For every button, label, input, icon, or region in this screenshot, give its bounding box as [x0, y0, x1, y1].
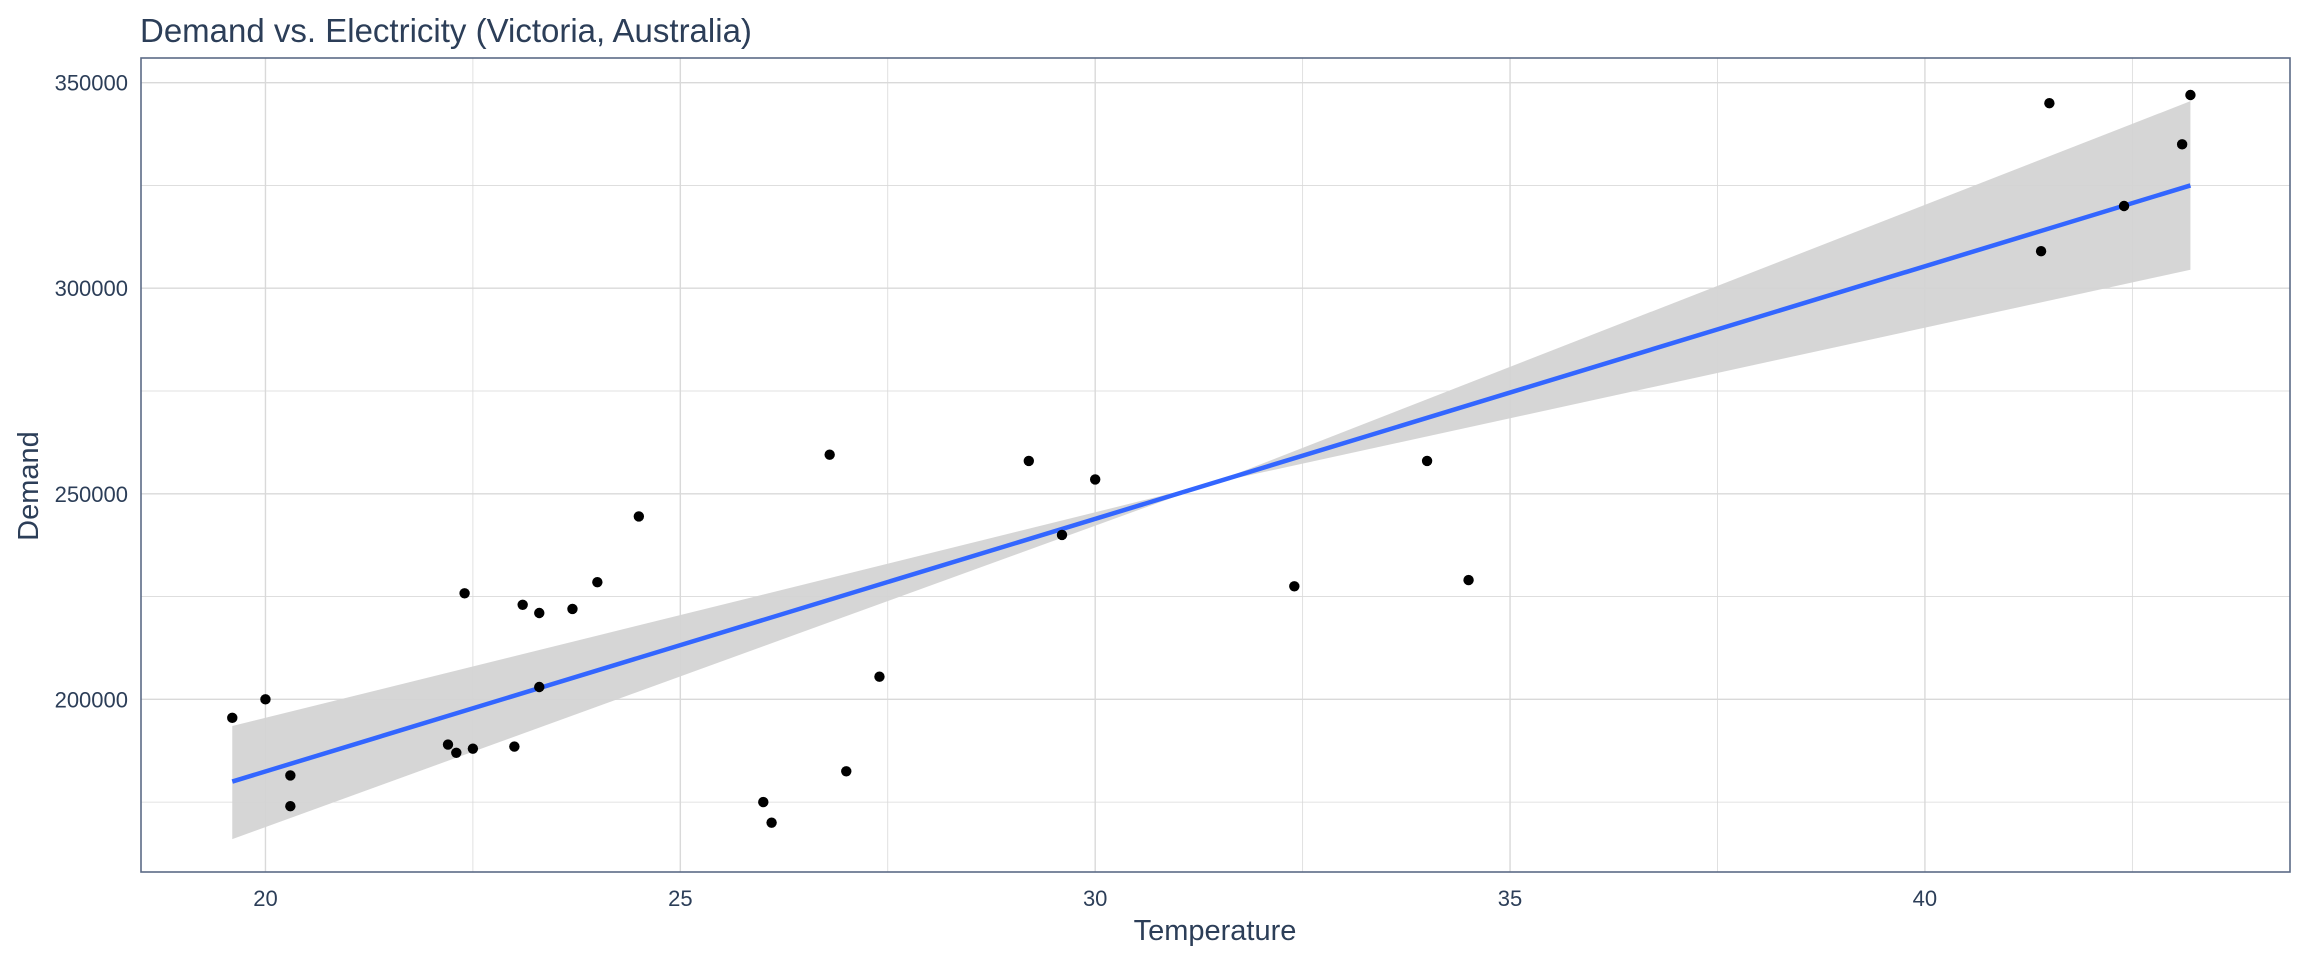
data-point	[633, 511, 645, 522]
confidence-band-area	[232, 101, 2191, 840]
x-tick-label: 40	[1913, 886, 1937, 911]
data-point	[2035, 246, 2047, 257]
data-point	[509, 741, 520, 752]
y-tick-label: 350000	[55, 71, 128, 96]
x-tick-label: 25	[668, 886, 692, 911]
data-point	[285, 801, 296, 812]
data-point	[1056, 529, 1068, 541]
data-point	[451, 747, 462, 758]
x-tick-label: 35	[1498, 886, 1522, 911]
panel-border	[140, 57, 2291, 873]
data-point	[1089, 474, 1101, 485]
data-point	[467, 743, 479, 754]
data-point	[2118, 200, 2130, 212]
data-point	[285, 770, 296, 781]
data-point	[841, 766, 852, 777]
data-point	[534, 681, 545, 693]
data-points	[227, 89, 2196, 828]
data-point	[2176, 139, 2188, 150]
y-axis-ticks: 200000 250000 300000 350000	[55, 71, 128, 713]
fit-line-group	[231, 183, 2192, 784]
data-point	[567, 603, 578, 615]
fit-line	[231, 183, 2192, 784]
x-tick-label: 20	[253, 886, 277, 911]
chart-title: Demand vs. Electricity (Victoria, Austra…	[140, 12, 752, 49]
data-point	[758, 796, 769, 808]
data-point	[1023, 455, 1035, 467]
data-point	[1421, 455, 1433, 467]
data-point	[260, 694, 271, 705]
data-point	[2185, 89, 2196, 101]
data-point	[227, 712, 238, 724]
data-point	[2044, 98, 2055, 109]
y-tick-label: 300000	[55, 276, 128, 301]
x-axis-ticks: 20 25 30 35 40	[253, 886, 1937, 911]
y-tick-label: 250000	[55, 482, 128, 507]
data-point	[766, 817, 777, 828]
data-point	[534, 607, 545, 619]
y-axis-title: Demand	[13, 431, 45, 541]
data-point	[824, 449, 835, 460]
confidence-band	[232, 101, 2191, 840]
x-tick-label: 30	[1083, 886, 1107, 911]
data-point	[874, 671, 885, 682]
data-point	[442, 739, 454, 750]
data-point	[592, 576, 603, 588]
data-point	[517, 599, 528, 610]
y-tick-label: 200000	[55, 687, 128, 712]
x-axis-title: Temperature	[1134, 915, 1297, 947]
data-point	[1289, 581, 1300, 592]
data-point	[1463, 574, 1474, 586]
data-point	[459, 588, 470, 599]
